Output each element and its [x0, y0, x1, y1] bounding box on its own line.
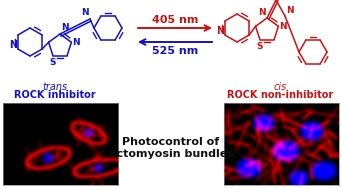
- Text: N: N: [9, 40, 17, 50]
- Text: ROCK inhibitor: ROCK inhibitor: [14, 90, 96, 100]
- Text: 405 nm: 405 nm: [152, 15, 198, 25]
- Text: S: S: [257, 42, 263, 51]
- Text: Photocontrol of
actomyosin bundles: Photocontrol of actomyosin bundles: [108, 137, 234, 159]
- Text: N: N: [73, 38, 80, 47]
- Text: N: N: [216, 26, 224, 36]
- Text: ROCK non-inhibitor: ROCK non-inhibitor: [227, 90, 333, 100]
- Text: N: N: [286, 6, 294, 15]
- Text: N: N: [279, 22, 287, 31]
- Text: trans: trans: [42, 82, 68, 92]
- Text: N: N: [81, 8, 89, 17]
- Text: cis: cis: [273, 82, 287, 92]
- Text: N: N: [258, 8, 266, 17]
- Text: 525 nm: 525 nm: [152, 46, 198, 56]
- Text: N: N: [61, 23, 69, 32]
- Text: S: S: [50, 58, 56, 67]
